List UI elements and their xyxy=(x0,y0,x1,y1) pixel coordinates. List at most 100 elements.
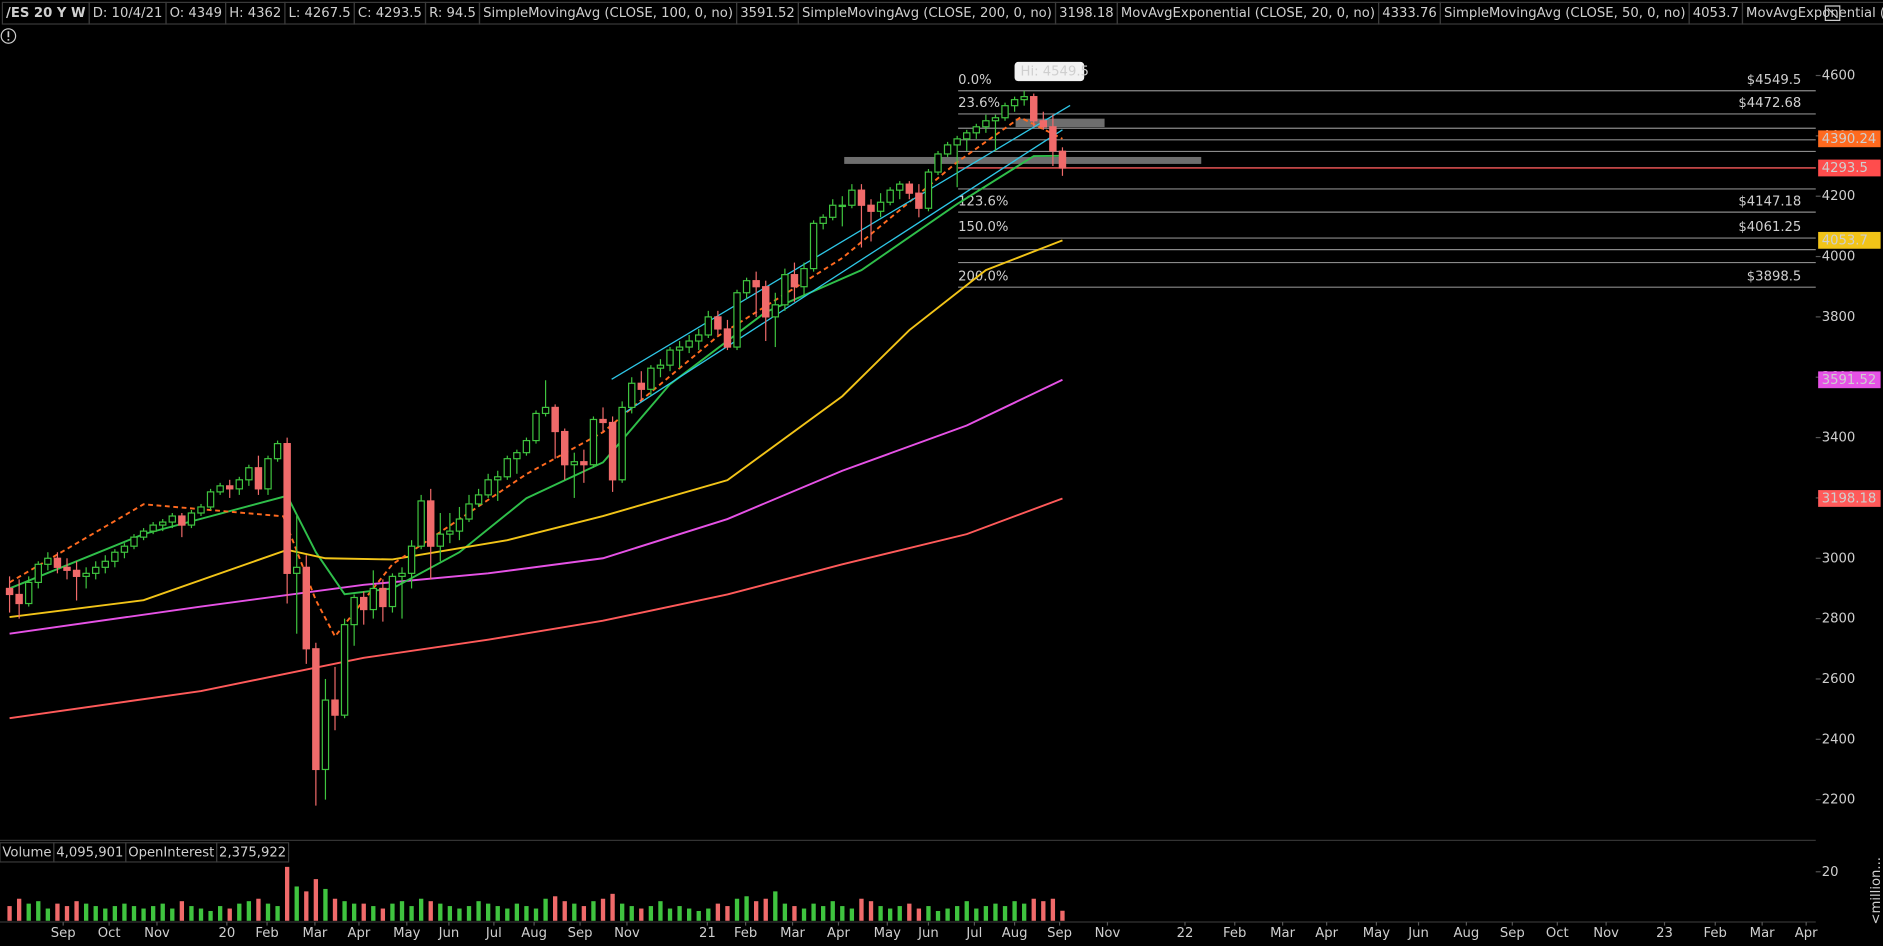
candle-body xyxy=(1020,96,1028,101)
volume-bar xyxy=(122,903,127,921)
candle-body xyxy=(541,406,550,415)
x-tick-label: Jul xyxy=(485,926,502,941)
volume-bar xyxy=(926,906,931,921)
candle-body xyxy=(187,512,196,526)
volume-bar xyxy=(562,901,567,921)
channel-line xyxy=(611,104,1071,380)
candle-body xyxy=(254,467,263,490)
candle-body xyxy=(72,569,81,577)
volume-bar xyxy=(955,906,960,921)
candle-body xyxy=(991,117,1000,122)
volume-bar xyxy=(476,901,481,921)
candle-body xyxy=(331,699,339,716)
candle-body xyxy=(915,192,923,209)
volume-bar xyxy=(189,906,194,921)
y-tick-label: 2600 xyxy=(1822,672,1856,687)
volume-bar xyxy=(409,906,414,921)
candle-body xyxy=(905,183,914,194)
x-tick-label: Aug xyxy=(1002,926,1028,941)
candle-body xyxy=(53,557,62,568)
candle-body xyxy=(551,406,559,433)
y-tick-label: 3000 xyxy=(1822,551,1856,566)
price-badge-label: 4293.5 xyxy=(1822,161,1868,176)
x-tick-label: 22 xyxy=(1177,926,1194,941)
alert-icon[interactable] xyxy=(0,28,17,44)
volume-bar xyxy=(629,906,634,921)
volume-bar xyxy=(265,903,271,921)
candle-body xyxy=(158,521,167,526)
candle-body xyxy=(618,406,626,481)
volume-bar xyxy=(610,893,615,921)
y-tick-label: 4600 xyxy=(1822,69,1856,84)
alert-icon-mark xyxy=(7,31,10,38)
candle-body xyxy=(685,340,693,348)
candle-body xyxy=(1010,99,1019,107)
candle-body xyxy=(953,138,961,146)
y-tick-label: 3800 xyxy=(1822,310,1856,325)
volume-bar xyxy=(323,888,328,921)
candle-body xyxy=(465,503,473,520)
volume-bar xyxy=(457,908,462,921)
x-tick-label: Mar xyxy=(1270,926,1295,941)
fib-price: $4147.18 xyxy=(1738,194,1801,209)
x-tick-label: 21 xyxy=(699,926,716,941)
volume-bar xyxy=(428,901,433,921)
volume-bar xyxy=(351,903,357,921)
x-tick-label: 20 xyxy=(218,926,235,941)
volume-bar xyxy=(112,906,118,921)
volume-bar xyxy=(897,906,902,921)
header-text: MovAvgExponential (CLOSE, 8, 0, no) xyxy=(1746,6,1883,21)
price-badge xyxy=(1818,159,1881,177)
x-tick-label: Sep xyxy=(568,926,593,941)
header-text: R: 94.5 xyxy=(429,6,476,21)
candle-body xyxy=(379,587,387,608)
candle-body xyxy=(896,183,904,191)
fib-price: $4472.68 xyxy=(1738,96,1801,111)
candle-body xyxy=(886,189,894,203)
candle-body xyxy=(63,566,71,571)
candle-body xyxy=(312,648,320,771)
candle-body xyxy=(704,316,713,336)
candle-body xyxy=(972,126,981,134)
candle-body xyxy=(474,494,483,505)
volume-bar xyxy=(983,906,989,921)
volume-bar xyxy=(888,908,893,921)
volume-bar xyxy=(390,903,395,921)
header-box xyxy=(1741,1,1883,25)
candle-body xyxy=(225,485,234,490)
x-tick-label: May xyxy=(393,926,420,941)
y-tick-label: 3400 xyxy=(1822,431,1856,446)
expand-icon[interactable] xyxy=(1824,5,1841,22)
x-tick-label: Feb xyxy=(734,926,757,941)
volume-bar xyxy=(45,908,51,921)
y-tick-label: 2200 xyxy=(1822,793,1856,808)
candle-body xyxy=(350,596,358,626)
candle-body xyxy=(876,201,885,212)
candle-body xyxy=(321,699,330,771)
volume-header-box xyxy=(216,842,290,863)
x-tick-label: Apr xyxy=(348,926,371,941)
volume-bar xyxy=(313,879,319,921)
x-tick-label: Feb xyxy=(255,926,278,941)
volume-bar xyxy=(763,898,768,921)
volume-bar xyxy=(821,906,826,921)
volume-bar xyxy=(495,906,500,921)
candle-body xyxy=(139,530,148,538)
volume-bar xyxy=(801,908,807,921)
header-text: 3591.52 xyxy=(740,6,795,21)
volume-bar xyxy=(543,898,548,921)
candle-body xyxy=(484,479,492,496)
candle-body xyxy=(771,304,780,318)
volume-bar xyxy=(677,906,682,921)
volume-bar xyxy=(294,886,299,921)
candle-body xyxy=(695,334,703,342)
volume-unit-label: <million... xyxy=(1869,857,1883,925)
candle-body xyxy=(656,364,665,369)
volume-bar xyxy=(811,903,816,921)
candle-body xyxy=(446,530,454,535)
x-tick-label: Nov xyxy=(614,926,640,941)
y-tick-label: 2800 xyxy=(1822,612,1856,627)
volume-bar xyxy=(1012,901,1017,921)
volume-bar xyxy=(466,906,472,921)
volume-bar xyxy=(658,901,663,921)
